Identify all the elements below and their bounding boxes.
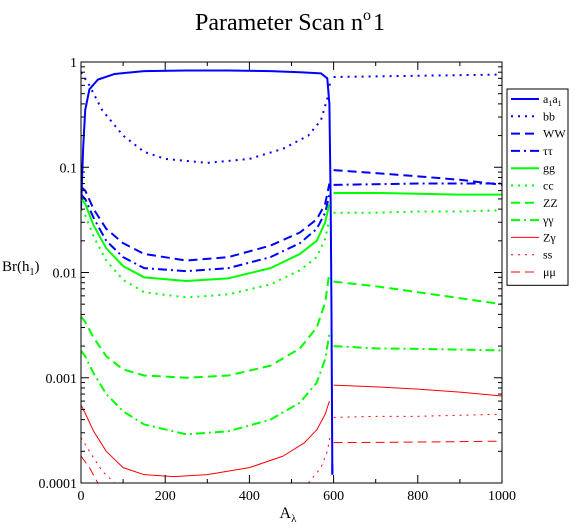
series-line-5 (333, 169, 502, 186)
legend-label: a1a1 (543, 92, 562, 108)
series-line-19 (307, 435, 331, 483)
y-axis-label-sub: 1 (30, 267, 35, 278)
chart-title-tail: 1 (373, 10, 385, 36)
x-tick-label: 800 (407, 489, 428, 504)
series-line-4 (81, 183, 331, 262)
series-line-9 (333, 191, 502, 196)
legend-label: μμ (543, 265, 556, 279)
y-tick-label: 1 (70, 56, 77, 71)
series-line-14 (81, 333, 331, 436)
legend-label: γγ (542, 213, 554, 227)
series-line-7 (333, 182, 502, 186)
legend-label: ττ (543, 144, 553, 158)
series-line-0 (81, 69, 334, 475)
y-axis-label-tail: ) (35, 259, 40, 275)
legend-label: ZZ (543, 196, 558, 210)
legend-label: cc (543, 179, 554, 193)
series-line-20 (333, 413, 502, 418)
series-line-3 (333, 73, 502, 79)
series-line-21 (81, 455, 99, 483)
x-tick-label: 1000 (488, 489, 516, 504)
x-tick-label: 200 (155, 489, 176, 504)
legend-label: gg (543, 161, 555, 175)
series-line-22 (333, 440, 502, 444)
series-line-15 (333, 345, 502, 352)
series-line-11 (333, 209, 502, 214)
x-axis-label: Aλ (280, 505, 298, 525)
series-line-18 (81, 437, 116, 483)
y-axis-label: Br(h1) (2, 259, 40, 278)
legend-label: ss (543, 248, 553, 262)
legend-label: bb (543, 109, 555, 123)
chart-title-sup: o (363, 7, 371, 24)
plot-frame (80, 61, 503, 484)
x-axis-label-sub: λ (291, 513, 297, 525)
series-line-16 (81, 400, 330, 478)
legend-label: WW (543, 127, 566, 141)
x-tick-label: 0 (78, 489, 85, 504)
legend-label: Zγ (543, 230, 556, 244)
series-layer (81, 69, 502, 483)
y-tick-label: 0.1 (60, 161, 78, 176)
series-line-6 (81, 193, 331, 273)
y-tick-label: 0.001 (46, 372, 78, 387)
axes-layer: 0 200 400 600 800 1000 0.0001 0.001 0.01 0.1 1 (39, 56, 517, 504)
series-line-17 (333, 384, 502, 397)
x-tick-label: 600 (323, 489, 344, 504)
x-tick-label: 400 (239, 489, 260, 504)
y-tick-label: 0.0001 (39, 477, 78, 492)
series-line-13 (333, 280, 502, 306)
chart-title: Parameter Scan no1 (195, 7, 385, 36)
series-line-2 (81, 71, 332, 164)
series-line-8 (81, 198, 331, 283)
y-tick-label: 0.01 (53, 267, 78, 282)
legend-box (506, 88, 569, 286)
series-line-12 (81, 272, 331, 379)
